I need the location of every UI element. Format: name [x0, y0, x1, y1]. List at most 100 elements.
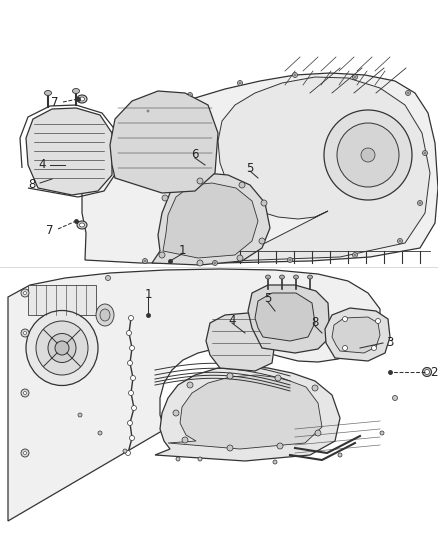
Ellipse shape — [407, 92, 409, 94]
Text: 2: 2 — [430, 366, 438, 378]
Text: 4: 4 — [228, 313, 236, 327]
Ellipse shape — [80, 97, 85, 101]
Ellipse shape — [214, 262, 216, 264]
Ellipse shape — [324, 110, 412, 200]
Ellipse shape — [406, 91, 410, 95]
Ellipse shape — [162, 195, 168, 201]
Ellipse shape — [275, 375, 281, 381]
Ellipse shape — [21, 389, 29, 397]
Text: 8: 8 — [28, 179, 35, 191]
Ellipse shape — [24, 451, 27, 455]
Polygon shape — [206, 313, 276, 371]
Ellipse shape — [45, 91, 52, 95]
Ellipse shape — [182, 437, 188, 443]
Polygon shape — [168, 375, 322, 449]
Ellipse shape — [78, 413, 82, 417]
Ellipse shape — [289, 259, 291, 261]
Polygon shape — [110, 91, 218, 193]
Ellipse shape — [126, 450, 131, 456]
Ellipse shape — [239, 182, 245, 188]
Ellipse shape — [239, 82, 241, 84]
Ellipse shape — [371, 345, 377, 351]
Ellipse shape — [21, 329, 29, 337]
Ellipse shape — [227, 373, 233, 379]
Ellipse shape — [187, 93, 192, 98]
Ellipse shape — [380, 431, 384, 435]
Ellipse shape — [293, 72, 297, 77]
Ellipse shape — [106, 276, 110, 280]
Ellipse shape — [343, 317, 347, 321]
Ellipse shape — [159, 252, 165, 258]
Ellipse shape — [294, 74, 296, 76]
Ellipse shape — [142, 259, 148, 263]
Ellipse shape — [259, 238, 265, 244]
Ellipse shape — [423, 150, 427, 156]
Ellipse shape — [21, 449, 29, 457]
Ellipse shape — [375, 319, 381, 324]
Ellipse shape — [130, 345, 134, 351]
Ellipse shape — [212, 261, 218, 265]
Ellipse shape — [127, 421, 133, 425]
Ellipse shape — [417, 200, 423, 206]
Ellipse shape — [227, 445, 233, 451]
Ellipse shape — [127, 330, 131, 335]
Text: 7: 7 — [51, 96, 59, 109]
Ellipse shape — [265, 275, 271, 279]
Text: 5: 5 — [264, 293, 272, 305]
Ellipse shape — [312, 385, 318, 391]
Polygon shape — [163, 183, 258, 258]
Ellipse shape — [128, 391, 134, 395]
Polygon shape — [325, 308, 390, 361]
Ellipse shape — [354, 254, 356, 256]
Bar — [28, 285, 96, 315]
Ellipse shape — [24, 292, 27, 295]
Ellipse shape — [392, 395, 398, 400]
Text: 4: 4 — [38, 158, 46, 172]
Ellipse shape — [36, 321, 88, 375]
Ellipse shape — [144, 260, 146, 262]
Ellipse shape — [361, 148, 375, 162]
Ellipse shape — [237, 80, 243, 85]
Ellipse shape — [24, 392, 27, 394]
Ellipse shape — [128, 316, 134, 320]
Ellipse shape — [96, 304, 114, 326]
Ellipse shape — [123, 449, 127, 453]
Polygon shape — [8, 269, 380, 521]
Ellipse shape — [24, 332, 27, 335]
Ellipse shape — [261, 200, 267, 206]
Ellipse shape — [279, 275, 285, 279]
Polygon shape — [26, 108, 112, 195]
Ellipse shape — [189, 94, 191, 96]
Bar — [5, 5, 435, 265]
Ellipse shape — [419, 202, 421, 204]
Polygon shape — [155, 366, 340, 461]
Ellipse shape — [277, 443, 283, 449]
Ellipse shape — [100, 309, 110, 321]
Ellipse shape — [80, 223, 85, 227]
Ellipse shape — [131, 406, 137, 410]
Ellipse shape — [315, 430, 321, 436]
Ellipse shape — [77, 95, 87, 103]
Text: 3: 3 — [386, 336, 394, 350]
Text: 5: 5 — [246, 161, 254, 174]
Ellipse shape — [26, 311, 98, 385]
Ellipse shape — [55, 341, 69, 355]
Ellipse shape — [343, 345, 347, 351]
Ellipse shape — [127, 360, 133, 366]
Ellipse shape — [131, 376, 135, 381]
Ellipse shape — [398, 238, 403, 244]
Ellipse shape — [354, 76, 356, 78]
Ellipse shape — [293, 275, 299, 279]
Polygon shape — [218, 77, 430, 261]
Polygon shape — [82, 73, 438, 263]
Ellipse shape — [273, 460, 277, 464]
Polygon shape — [152, 173, 270, 265]
Ellipse shape — [73, 88, 80, 93]
Ellipse shape — [77, 221, 87, 229]
Ellipse shape — [307, 275, 312, 279]
Ellipse shape — [145, 109, 151, 114]
Text: 1: 1 — [144, 288, 152, 302]
Ellipse shape — [147, 110, 149, 112]
Ellipse shape — [48, 334, 76, 362]
Ellipse shape — [424, 152, 426, 154]
